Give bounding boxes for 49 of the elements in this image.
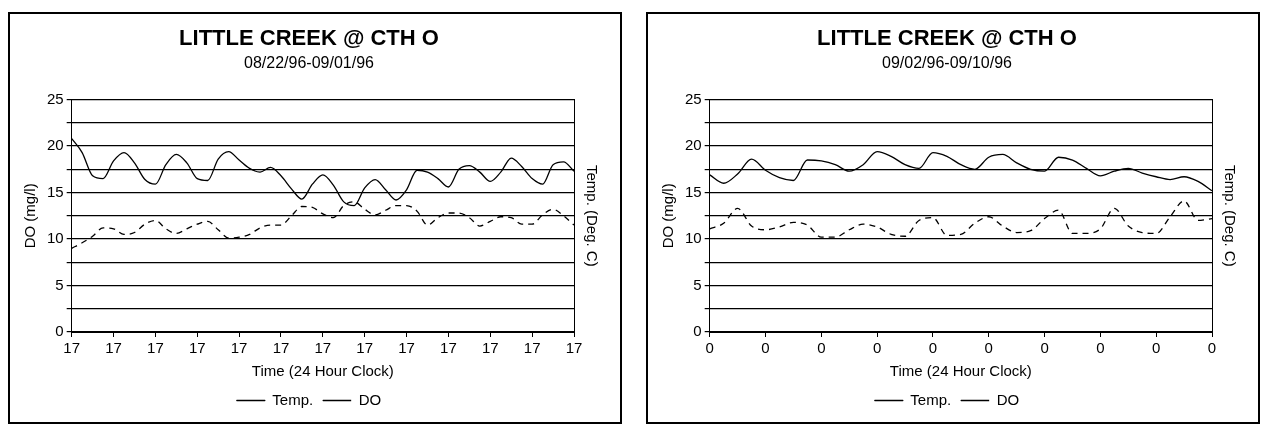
y-tick-label: 20 (685, 136, 702, 154)
y2-axis-title: Temp. (Deg. C) (1221, 164, 1239, 267)
x-tick-label: 17 (523, 339, 541, 357)
y-tick-label: 0 (693, 322, 702, 340)
x-tick-label: 0 (1096, 339, 1105, 357)
x-tick-label: 17 (188, 339, 206, 357)
x-tick-label: 17 (230, 339, 248, 357)
chart-title: LITTLE CREEK @ CTH O (179, 25, 439, 51)
y-tick-label: 20 (47, 136, 64, 154)
y-tick-label: 25 (47, 89, 64, 107)
x-tick-label: 17 (147, 339, 164, 357)
x-tick-label: 0 (1152, 339, 1161, 357)
x-tick-label: 0 (984, 339, 993, 357)
x-tick-label: 0 (928, 339, 938, 357)
legend-label: Temp. (272, 390, 314, 408)
y-tick-label: 15 (47, 182, 64, 200)
chart-subtitle: 09/02/96-09/10/96 (882, 54, 1013, 72)
y-tick-label: 0 (55, 322, 64, 340)
legend-label: DO (358, 390, 382, 408)
x-tick-label: 17 (398, 339, 415, 357)
y-tick-label: 25 (685, 89, 702, 107)
chart-subtitle: 08/22/96-09/01/96 (244, 54, 375, 72)
x-tick-label: 17 (565, 339, 583, 357)
y-tick-label: 5 (55, 275, 64, 293)
y2-axis-title: Temp. (Deg. C) (583, 164, 601, 267)
x-axis-title: Time (24 Hour Clock) (889, 362, 1032, 380)
y-tick-label: 15 (685, 182, 702, 200)
x-tick-label: 0 (817, 339, 826, 357)
y-tick-label: 5 (693, 275, 702, 293)
x-tick-label: 0 (761, 339, 770, 357)
x-tick-label: 17 (314, 339, 332, 357)
y-tick-label: 10 (47, 229, 64, 247)
y-tick-label: 10 (685, 229, 702, 247)
x-tick-label: 17 (63, 339, 81, 357)
y-axis-title: DO (mg/l) (659, 183, 677, 249)
x-axis-title: Time (24 Hour Clock) (251, 362, 394, 380)
x-tick-label: 17 (356, 339, 374, 357)
y-axis-title: DO (mg/l) (21, 183, 39, 249)
x-tick-label: 0 (1207, 339, 1217, 357)
legend-label: DO (996, 390, 1020, 408)
x-tick-label: 0 (872, 339, 882, 357)
x-tick-label: 0 (1040, 339, 1049, 357)
legend-label: Temp. (910, 390, 952, 408)
chart-title: LITTLE CREEK @ CTH O (817, 25, 1077, 51)
x-tick-label: 17 (105, 339, 122, 357)
x-tick-label: 17 (440, 339, 457, 357)
x-tick-label: 17 (481, 339, 499, 357)
x-tick-label: 0 (705, 339, 714, 357)
x-tick-label: 17 (272, 339, 290, 357)
